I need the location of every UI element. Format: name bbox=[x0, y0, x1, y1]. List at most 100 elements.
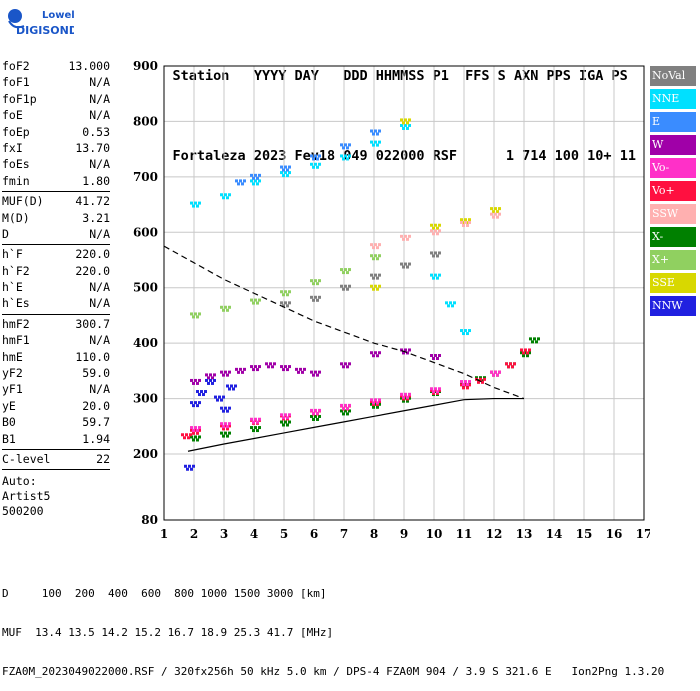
param-key: yF1 bbox=[2, 382, 23, 397]
data-point bbox=[216, 398, 219, 402]
data-point bbox=[310, 295, 313, 299]
data-point bbox=[196, 204, 199, 208]
data-point bbox=[432, 254, 435, 258]
data-point bbox=[194, 401, 197, 405]
data-point bbox=[316, 298, 319, 302]
data-point bbox=[184, 464, 187, 468]
data-point bbox=[220, 422, 223, 426]
data-point bbox=[282, 174, 285, 178]
footer-block: D 100 200 400 600 800 1000 1500 3000 [km… bbox=[2, 561, 664, 691]
data-point bbox=[230, 384, 233, 388]
param-row: h`E N/A bbox=[2, 279, 110, 295]
data-point bbox=[462, 332, 465, 336]
data-point bbox=[460, 383, 463, 387]
data-point bbox=[344, 154, 347, 158]
legend-item: X- bbox=[650, 227, 696, 247]
data-point bbox=[436, 390, 439, 394]
data-point bbox=[432, 276, 435, 280]
data-point bbox=[228, 387, 231, 391]
data-point bbox=[207, 376, 210, 380]
header-value-ps: 11 bbox=[619, 148, 636, 164]
data-point bbox=[187, 436, 190, 440]
data-point bbox=[280, 301, 283, 305]
data-point bbox=[372, 354, 375, 358]
param-value: N/A bbox=[89, 382, 110, 397]
param-key: hmE bbox=[2, 349, 23, 364]
param-value: 220.0 bbox=[75, 247, 110, 262]
param-row: foF2 13.000 bbox=[2, 58, 110, 74]
data-point bbox=[483, 376, 486, 380]
param-key: fxI bbox=[2, 140, 23, 155]
data-point bbox=[258, 173, 261, 177]
data-point bbox=[374, 400, 377, 404]
data-point bbox=[438, 251, 441, 255]
data-point bbox=[226, 434, 229, 438]
data-point bbox=[269, 362, 272, 366]
data-point bbox=[434, 387, 437, 391]
data-point bbox=[490, 212, 493, 216]
x-tick-label: 16 bbox=[606, 527, 623, 541]
data-point bbox=[408, 262, 411, 266]
data-point bbox=[430, 354, 433, 357]
data-point bbox=[494, 207, 497, 211]
data-point bbox=[533, 337, 536, 341]
param-separator bbox=[2, 191, 110, 193]
data-point bbox=[282, 423, 285, 427]
data-point bbox=[477, 380, 480, 384]
data-point bbox=[404, 262, 407, 266]
electron-density-profile-curve bbox=[187, 397, 524, 452]
param-separator bbox=[2, 313, 110, 315]
data-point bbox=[198, 435, 201, 439]
data-point bbox=[436, 276, 439, 280]
y-tick-label: 700 bbox=[133, 170, 158, 184]
data-point bbox=[466, 223, 469, 227]
data-point bbox=[531, 340, 534, 344]
data-point bbox=[190, 467, 193, 471]
param-key: foF1p bbox=[2, 91, 37, 106]
data-point bbox=[376, 257, 379, 261]
data-point bbox=[404, 118, 407, 122]
data-point bbox=[434, 388, 437, 392]
data-point bbox=[256, 368, 259, 372]
scaled-parameters-panel: foF2 13.000 foF1 N/A foF1p N/A foE N/A foEp 0.53 f… bbox=[2, 58, 110, 519]
data-point bbox=[462, 386, 465, 390]
data-point bbox=[346, 406, 349, 410]
data-point bbox=[460, 329, 463, 333]
data-point bbox=[310, 414, 313, 418]
data-point bbox=[299, 367, 302, 371]
data-point bbox=[526, 351, 529, 355]
data-point bbox=[408, 234, 411, 238]
data-point bbox=[490, 370, 493, 374]
data-point bbox=[252, 182, 255, 186]
header-values: Fortaleza 2023 Fev18 049 022000 RSF 1 71… bbox=[140, 132, 636, 180]
data-point bbox=[314, 279, 317, 283]
data-point bbox=[295, 367, 298, 371]
data-point bbox=[222, 308, 225, 312]
series-group bbox=[280, 251, 441, 308]
param-value: 1.80 bbox=[82, 173, 110, 188]
data-point bbox=[192, 431, 195, 435]
data-point bbox=[258, 426, 261, 430]
y-tick-label: 200 bbox=[133, 447, 158, 461]
data-point bbox=[226, 373, 229, 377]
data-point bbox=[370, 351, 373, 355]
data-point bbox=[280, 171, 283, 175]
data-point bbox=[408, 348, 411, 352]
data-point bbox=[462, 221, 465, 225]
data-point bbox=[254, 298, 257, 302]
data-point bbox=[346, 412, 349, 416]
legend-item: NNE bbox=[650, 89, 696, 109]
data-point bbox=[250, 426, 253, 430]
data-point bbox=[466, 384, 469, 388]
data-point bbox=[209, 378, 212, 382]
data-point bbox=[434, 273, 437, 277]
param-value: N/A bbox=[89, 157, 110, 172]
data-point bbox=[228, 406, 231, 410]
data-point bbox=[464, 383, 467, 387]
data-point bbox=[400, 123, 403, 127]
data-point bbox=[234, 384, 237, 388]
header-label-date: YYYY DAY bbox=[253, 68, 319, 84]
data-point bbox=[190, 428, 193, 432]
logo-line2: DIGISONDE bbox=[16, 24, 74, 37]
data-point bbox=[348, 284, 351, 288]
